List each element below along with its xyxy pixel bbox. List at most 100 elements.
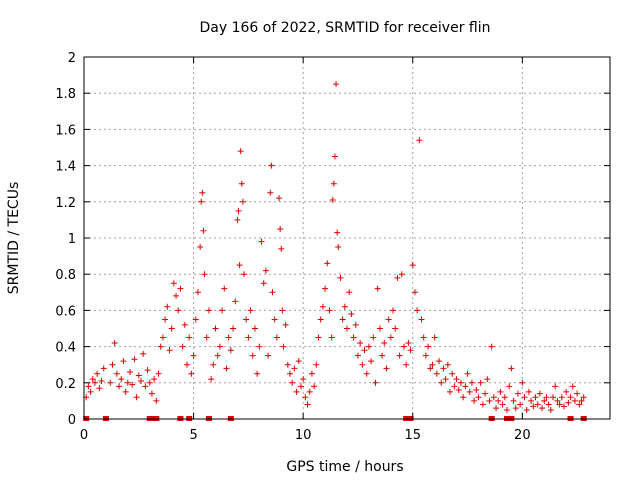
data-point [471, 397, 478, 404]
data-point [354, 352, 361, 359]
data-point [87, 388, 94, 395]
data-point [258, 238, 265, 245]
data-point [416, 137, 423, 144]
data-point [293, 388, 300, 395]
data-point [440, 365, 447, 372]
data-point [210, 361, 217, 368]
data-point [558, 394, 565, 401]
data-point [466, 388, 473, 395]
data-point [116, 383, 123, 390]
data-point [282, 321, 289, 328]
data-point [484, 376, 491, 383]
data-point [124, 379, 131, 386]
data-point [216, 343, 223, 350]
data-point [532, 394, 539, 401]
data-point [230, 325, 237, 332]
data-point [376, 325, 383, 332]
data-point [118, 376, 125, 383]
data-point [554, 397, 561, 404]
data-point [528, 397, 535, 404]
data-point [503, 406, 510, 413]
data-point [302, 394, 309, 401]
data-point [556, 401, 563, 408]
data-point [523, 406, 530, 413]
y-tick-label: 0.2 [55, 377, 76, 392]
data-point [319, 303, 326, 310]
data-point [181, 321, 188, 328]
y-tick-label: 1.6 [55, 123, 76, 138]
data-point [580, 394, 587, 401]
data-point [451, 383, 458, 390]
data-point [227, 347, 234, 354]
data-point [394, 274, 401, 281]
data-point [268, 162, 275, 169]
data-point [392, 325, 399, 332]
data-point [560, 403, 567, 410]
data-point [497, 388, 504, 395]
x-axis-label: GPS time / hours [286, 459, 403, 475]
data-point [534, 401, 541, 408]
x-tick-label: 0 [80, 428, 88, 443]
data-point [197, 244, 204, 251]
data-point [431, 334, 438, 341]
data-point [208, 376, 215, 383]
data-point [140, 350, 147, 357]
data-point [162, 316, 169, 323]
data-point [186, 334, 193, 341]
data-point [541, 397, 548, 404]
data-point [153, 397, 160, 404]
data-point [235, 207, 242, 214]
data-point [328, 334, 335, 341]
data-point [545, 401, 552, 408]
plot-frame [83, 56, 611, 420]
data-point [457, 379, 464, 386]
data-point [567, 394, 574, 401]
data-point [94, 370, 101, 377]
data-point [374, 285, 381, 292]
data-point [240, 271, 247, 278]
data-point [468, 379, 475, 386]
data-point [190, 352, 197, 359]
data-point [449, 370, 456, 377]
axis-ticks: 00.20.40.60.811.21.41.61.820 5 10 15 20 [55, 51, 610, 443]
data-point [486, 397, 493, 404]
y-tick-label: 2 [68, 51, 76, 66]
data-point [234, 216, 241, 223]
data-point [201, 271, 208, 278]
data-point [427, 365, 434, 372]
data-point [260, 280, 267, 287]
data-point [363, 370, 370, 377]
x-tick-label: 20 [514, 428, 531, 443]
data-point [387, 334, 394, 341]
data-point [304, 401, 311, 408]
data-point [422, 352, 429, 359]
data-point [265, 352, 272, 359]
data-point [350, 334, 357, 341]
data-point [107, 379, 114, 386]
data-point [475, 394, 482, 401]
data-point [574, 390, 581, 397]
data-point [98, 377, 105, 384]
y-tick-label: 1 [68, 232, 76, 247]
data-point [205, 307, 212, 314]
data-point [383, 365, 390, 372]
data-point [129, 381, 136, 388]
data-point [543, 394, 550, 401]
data-point [379, 352, 386, 359]
data-point [571, 397, 578, 404]
data-point [237, 148, 244, 155]
data-point [550, 394, 557, 401]
data-point [341, 303, 348, 310]
y-tick-label: 1.8 [55, 87, 76, 102]
data-point [578, 397, 585, 404]
data-point [563, 388, 570, 395]
data-point [122, 388, 129, 395]
grid-lines [84, 57, 610, 419]
data-point [368, 358, 375, 365]
data-point [284, 361, 291, 368]
data-point [438, 379, 445, 386]
data-point [225, 334, 232, 341]
data-point [249, 352, 256, 359]
data-point [403, 361, 410, 368]
data-point [335, 244, 342, 251]
